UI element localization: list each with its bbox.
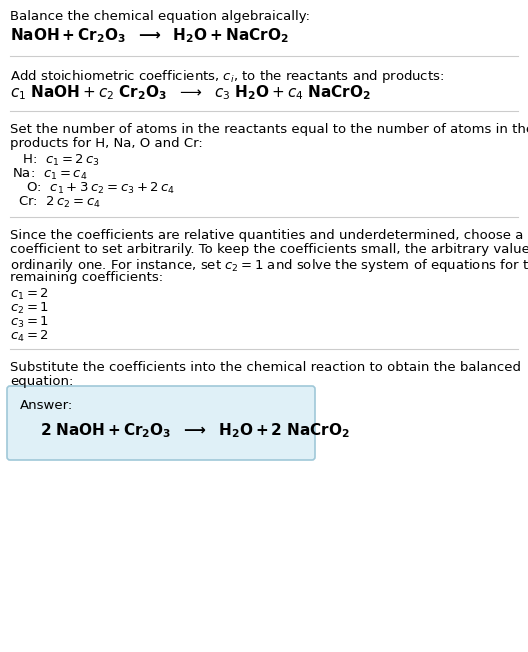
Text: remaining coefficients:: remaining coefficients: [10, 271, 163, 284]
Text: $\mathbf{NaOH + Cr_2O_3\ \ \longrightarrow\ \ H_2O + NaCrO_2}$: $\mathbf{NaOH + Cr_2O_3\ \ \longrightarr… [10, 26, 289, 45]
Text: $\mathbf{2\ NaOH + Cr_2O_3\ \ \longrightarrow\ \ H_2O + 2\ NaCrO_2}$: $\mathbf{2\ NaOH + Cr_2O_3\ \ \longright… [40, 421, 350, 439]
Text: ordinarily one. For instance, set $c_2 = 1$ and solve the system of equations fo: ordinarily one. For instance, set $c_2 =… [10, 257, 528, 274]
Text: Since the coefficients are relative quantities and underdetermined, choose a: Since the coefficients are relative quan… [10, 229, 523, 242]
Text: Cr: $\ 2\,c_2 = c_4$: Cr: $\ 2\,c_2 = c_4$ [14, 195, 101, 210]
Text: $c_1\ \mathbf{NaOH} + c_2\ \mathbf{Cr_2O_3}\ \ \longrightarrow\ \ c_3\ \mathbf{H: $c_1\ \mathbf{NaOH} + c_2\ \mathbf{Cr_2O… [10, 83, 371, 102]
Text: equation:: equation: [10, 375, 73, 388]
Text: products for H, Na, O and Cr:: products for H, Na, O and Cr: [10, 137, 203, 150]
Text: H: $\ c_1 = 2\,c_3$: H: $\ c_1 = 2\,c_3$ [18, 153, 100, 168]
Text: Balance the chemical equation algebraically:: Balance the chemical equation algebraica… [10, 10, 310, 23]
Text: coefficient to set arbitrarily. To keep the coefficients small, the arbitrary va: coefficient to set arbitrarily. To keep … [10, 243, 528, 256]
Text: Na: $\ c_1 = c_4$: Na: $\ c_1 = c_4$ [12, 167, 88, 182]
Text: $c_3 = 1$: $c_3 = 1$ [10, 315, 49, 330]
Text: $c_2 = 1$: $c_2 = 1$ [10, 301, 49, 316]
Text: $c_1 = 2$: $c_1 = 2$ [10, 287, 49, 302]
Text: $c_4 = 2$: $c_4 = 2$ [10, 329, 49, 344]
Text: O: $\ c_1 + 3\,c_2 = c_3 + 2\,c_4$: O: $\ c_1 + 3\,c_2 = c_3 + 2\,c_4$ [18, 181, 175, 196]
Text: Add stoichiometric coefficients, $c_i$, to the reactants and products:: Add stoichiometric coefficients, $c_i$, … [10, 68, 444, 85]
Text: Substitute the coefficients into the chemical reaction to obtain the balanced: Substitute the coefficients into the che… [10, 361, 521, 374]
FancyBboxPatch shape [7, 386, 315, 460]
Text: Set the number of atoms in the reactants equal to the number of atoms in the: Set the number of atoms in the reactants… [10, 123, 528, 136]
Text: Answer:: Answer: [20, 399, 73, 412]
